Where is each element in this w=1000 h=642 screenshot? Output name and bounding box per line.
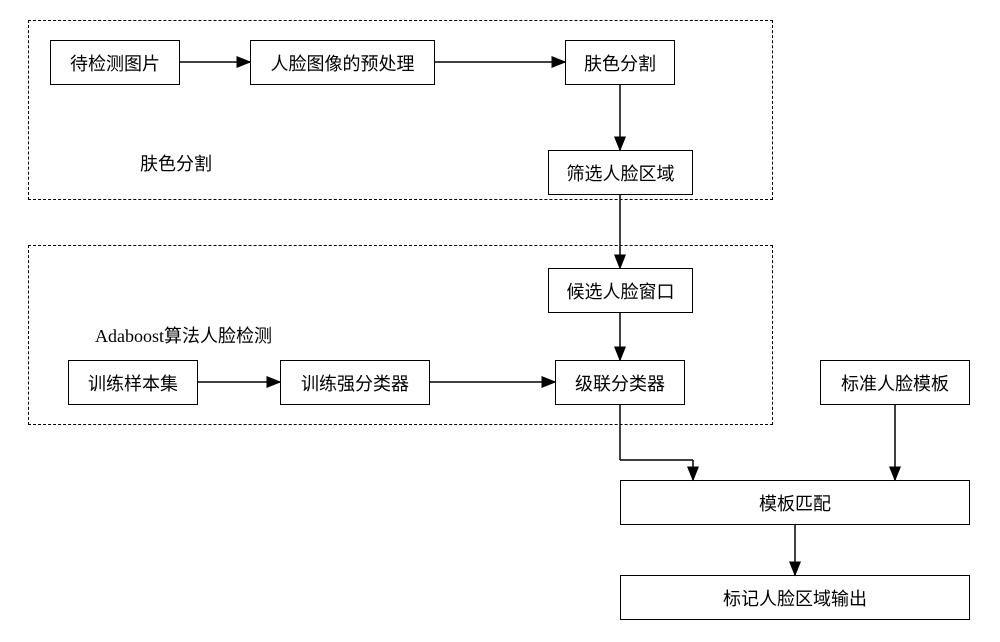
- node-filter-face-label: 筛选人脸区域: [567, 160, 675, 186]
- node-skin-seg-label: 肤色分割: [584, 50, 656, 76]
- node-input-image-label: 待检测图片: [70, 50, 160, 76]
- region-skin-label: 肤色分割: [140, 150, 212, 176]
- node-input-image: 待检测图片: [50, 40, 180, 85]
- node-train-strong-label: 训练强分类器: [301, 370, 409, 396]
- region-adaboost-label: Adaboost算法人脸检测: [95, 322, 272, 348]
- node-candidate-window-label: 候选人脸窗口: [567, 278, 675, 304]
- node-standard-template-label: 标准人脸模板: [841, 370, 949, 396]
- node-output-label: 标记人脸区域输出: [723, 585, 867, 611]
- node-train-samples: 训练样本集: [68, 360, 198, 405]
- node-cascade: 级联分类器: [555, 360, 685, 405]
- node-train-samples-label: 训练样本集: [88, 370, 178, 396]
- diagram-container: 肤色分割 Adaboost算法人脸检测 待检测图片 人脸图像的预处理 肤色分割 …: [0, 0, 1000, 642]
- node-skin-seg: 肤色分割: [565, 40, 675, 85]
- node-standard-template: 标准人脸模板: [820, 360, 970, 405]
- node-candidate-window: 候选人脸窗口: [548, 268, 693, 313]
- node-template-match-label: 模板匹配: [759, 490, 831, 516]
- node-output: 标记人脸区域输出: [620, 575, 970, 620]
- node-filter-face: 筛选人脸区域: [548, 150, 693, 195]
- node-preprocess-label: 人脸图像的预处理: [271, 50, 415, 76]
- node-preprocess: 人脸图像的预处理: [250, 40, 435, 85]
- node-train-strong: 训练强分类器: [280, 360, 430, 405]
- node-cascade-label: 级联分类器: [575, 370, 665, 396]
- node-template-match: 模板匹配: [620, 480, 970, 525]
